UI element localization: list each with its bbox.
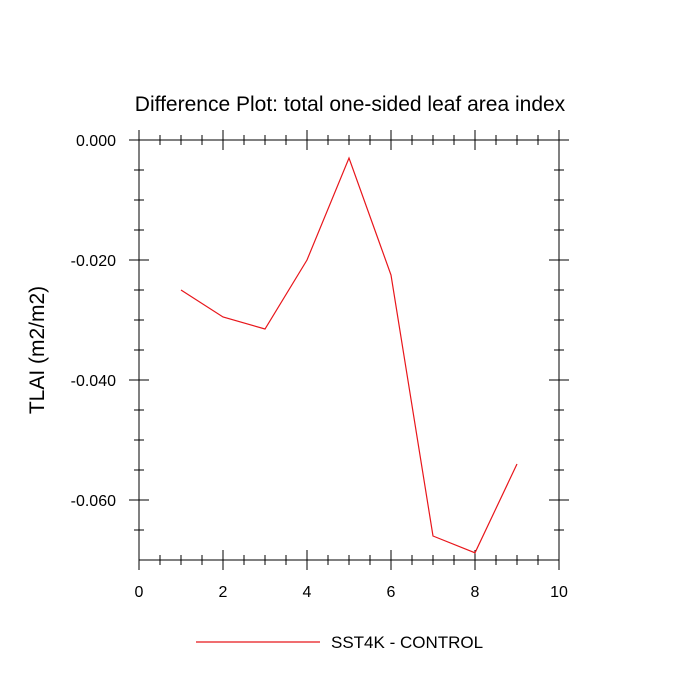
series-line-sst4k-control — [180, 156, 518, 554]
plot-frame — [138, 139, 560, 561]
legend-label-sst4k-control: SST4K - CONTROL — [331, 633, 483, 652]
major-ticks — [129, 130, 569, 570]
y-tick-label: 0.000 — [76, 133, 116, 150]
series-layer — [180, 156, 518, 554]
chart-title: Difference Plot: total one-sided leaf ar… — [135, 93, 566, 116]
x-tick-label: 0 — [135, 584, 144, 601]
x-tick-label: 4 — [303, 584, 312, 601]
x-tick-label: 6 — [387, 584, 396, 601]
x-tick-label: 10 — [550, 584, 568, 601]
y-tick-label: -0.020 — [71, 253, 116, 270]
x-tick-label: 2 — [219, 584, 228, 601]
legend: SST4K - CONTROL — [196, 633, 483, 652]
y-tick-label: -0.060 — [71, 493, 116, 510]
x-tick-label: 8 — [471, 584, 480, 601]
minor-ticks — [134, 135, 564, 565]
x-tick-labels: 0 2 4 6 8 10 — [135, 584, 568, 601]
y-axis-label: TLAI (m2/m2) — [26, 286, 49, 414]
y-tick-label: -0.040 — [71, 373, 116, 390]
y-tick-labels: 0.000 -0.020 -0.040 -0.060 — [71, 133, 116, 510]
